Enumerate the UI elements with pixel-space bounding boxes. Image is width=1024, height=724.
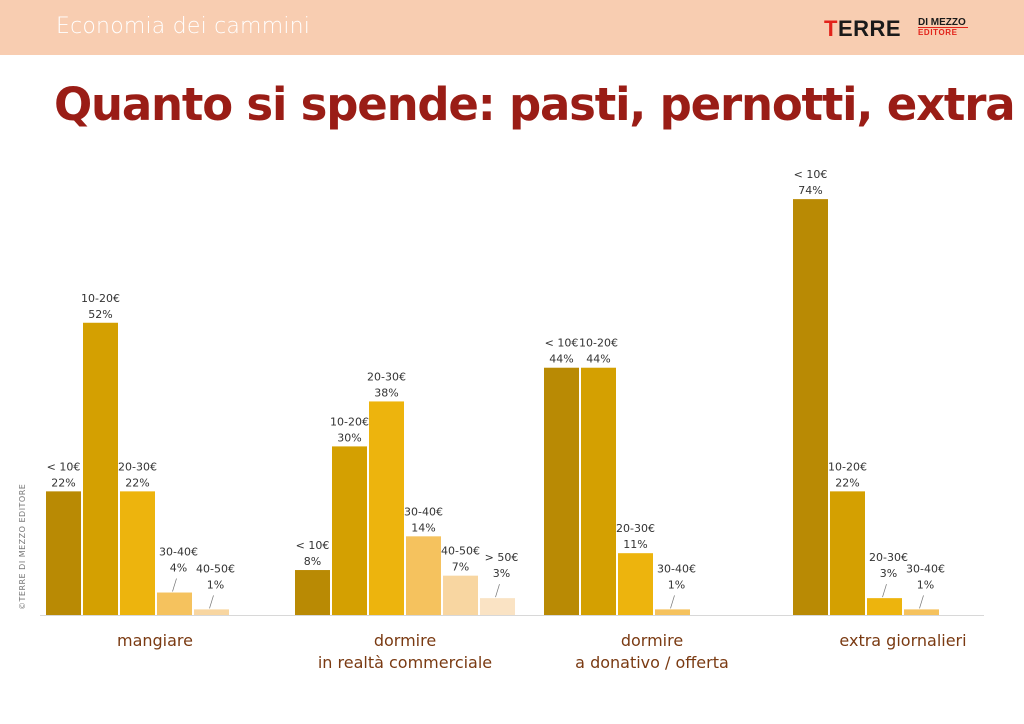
- leader-line: [919, 595, 924, 609]
- bar: [369, 401, 404, 615]
- group-label: a donativo / offerta: [575, 653, 729, 672]
- logo-subtitle: DI MEZZO: [918, 17, 966, 28]
- bar: [655, 609, 690, 615]
- leader-line: [882, 584, 887, 598]
- bar: [406, 536, 441, 615]
- page-title: Quanto si spende: pasti, pernotti, extra: [54, 78, 1016, 131]
- bar: [332, 446, 367, 615]
- bar-range-label: 10-20€: [579, 337, 618, 350]
- bar-range-label: 30-40€: [906, 562, 945, 575]
- bar-percent-label: 4%: [170, 562, 187, 575]
- logo-wordmark: TERRE: [824, 16, 902, 41]
- leader-line: [209, 595, 214, 609]
- bar-range-label: 20-30€: [118, 460, 157, 473]
- bar-percent-label: 74%: [798, 184, 822, 197]
- bar-range-label: 40-50€: [196, 562, 235, 575]
- logo-editore: EDITORE: [918, 28, 958, 37]
- section-title: Economia dei cammini: [56, 14, 311, 39]
- bar-percent-label: 52%: [88, 308, 112, 321]
- bar-percent-label: 1%: [668, 578, 685, 591]
- bar-percent-label: 44%: [586, 353, 610, 366]
- bar-percent-label: 38%: [374, 386, 398, 399]
- header-bar: Economia dei cammini TERRE DI MEZZO EDIT…: [0, 0, 1024, 55]
- logo-divider: [918, 27, 968, 28]
- bar: [120, 491, 155, 615]
- bar-range-label: 20-30€: [869, 551, 908, 564]
- bar: [194, 609, 229, 615]
- bar-percent-label: 11%: [623, 538, 647, 551]
- group-label: dormire: [374, 631, 436, 650]
- bar-range-label: 30-40€: [404, 505, 443, 518]
- bar: [867, 598, 902, 615]
- bar-percent-label: 22%: [125, 476, 149, 489]
- leader-line: [495, 584, 500, 598]
- bar-range-label: 20-30€: [616, 522, 655, 535]
- bar-range-label: > 50€: [485, 551, 519, 564]
- bar: [295, 570, 330, 615]
- bar-range-label: < 10€: [545, 337, 579, 350]
- bar-range-label: 30-40€: [657, 562, 696, 575]
- bar-range-label: < 10€: [794, 168, 828, 181]
- bar: [46, 491, 81, 615]
- group-label: extra giornalieri: [839, 631, 966, 650]
- bar-range-label: 20-30€: [367, 370, 406, 383]
- bar-percent-label: 14%: [411, 521, 435, 534]
- bar-range-label: 10-20€: [81, 292, 120, 305]
- bar-range-label: 40-50€: [441, 545, 480, 558]
- bar-percent-label: 44%: [549, 353, 573, 366]
- bar: [618, 553, 653, 615]
- bar: [443, 575, 478, 615]
- bar-range-label: 30-40€: [159, 546, 198, 559]
- bar-percent-label: 22%: [835, 476, 859, 489]
- bar-range-label: < 10€: [296, 539, 330, 552]
- bar-percent-label: 1%: [207, 578, 224, 591]
- group-label: in realtà commerciale: [318, 653, 492, 672]
- bar-percent-label: 3%: [493, 567, 510, 580]
- bar-range-label: 10-20€: [828, 460, 867, 473]
- group-label: dormire: [621, 631, 683, 650]
- bar: [157, 592, 192, 615]
- leader-line: [670, 595, 675, 609]
- bar-percent-label: 8%: [304, 555, 321, 568]
- bar-range-label: < 10€: [47, 460, 81, 473]
- bar: [904, 609, 939, 615]
- group-label: mangiare: [117, 631, 193, 650]
- bar: [581, 367, 616, 615]
- bar: [480, 598, 515, 615]
- bar-range-label: 10-20€: [330, 415, 369, 428]
- leader-line: [172, 578, 177, 592]
- bar: [544, 367, 579, 615]
- bar-percent-label: 22%: [51, 476, 75, 489]
- bar-percent-label: 1%: [917, 578, 934, 591]
- bar: [830, 491, 865, 615]
- bar: [793, 199, 828, 615]
- bar-percent-label: 30%: [337, 431, 361, 444]
- bar-percent-label: 3%: [880, 567, 897, 580]
- bar: [83, 322, 118, 615]
- bar-percent-label: 7%: [452, 561, 469, 574]
